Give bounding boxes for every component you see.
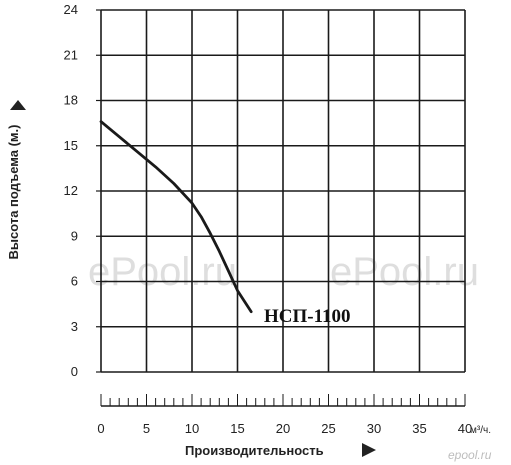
x-tick-label: 0: [97, 421, 104, 436]
x-tick-label: 20: [276, 421, 290, 436]
y-tick-labels: 0 3 6 9 12 15 18 21 24: [64, 2, 101, 379]
y-tick-label: 9: [71, 228, 78, 243]
x-axis: 0 5 10 15 20 25 30 35 40: [97, 394, 472, 436]
y-tick-label: 12: [64, 183, 78, 198]
x-tick-label: 10: [185, 421, 199, 436]
x-tick-label: 5: [143, 421, 150, 436]
watermark-layer: ePool.ru ePool.ru epool.ru: [88, 250, 492, 462]
y-tick-label: 0: [71, 364, 78, 379]
y-tick-label: 18: [64, 93, 78, 108]
series-line: [99, 120, 253, 314]
y-tick-label: 6: [71, 274, 78, 289]
series-label: НСП-1100: [264, 306, 351, 327]
x-tick-label: 25: [321, 421, 335, 436]
grid: [100, 9, 466, 373]
watermark-right: ePool.ru: [330, 250, 479, 294]
x-tick-label: 15: [230, 421, 244, 436]
x-tick-label: 35: [412, 421, 426, 436]
y-tick-label: 24: [64, 2, 78, 17]
x-axis-unit: м³/ч.: [470, 425, 491, 436]
x-axis-title: Производительность: [185, 443, 324, 458]
watermark-corner: epool.ru: [448, 448, 492, 462]
x-tick-label: 30: [367, 421, 381, 436]
y-axis-arrow-icon: [10, 100, 26, 110]
y-tick-label: 15: [64, 138, 78, 153]
x-tick-label: 40: [458, 421, 472, 436]
series-layer: [99, 120, 253, 314]
y-axis-title: Высота подъема (м.): [6, 125, 21, 260]
x-axis-arrow-icon: [362, 443, 376, 457]
y-tick-label: 21: [64, 47, 78, 62]
watermark-left: ePool.ru: [88, 250, 237, 294]
y-tick-label: 3: [71, 319, 78, 334]
